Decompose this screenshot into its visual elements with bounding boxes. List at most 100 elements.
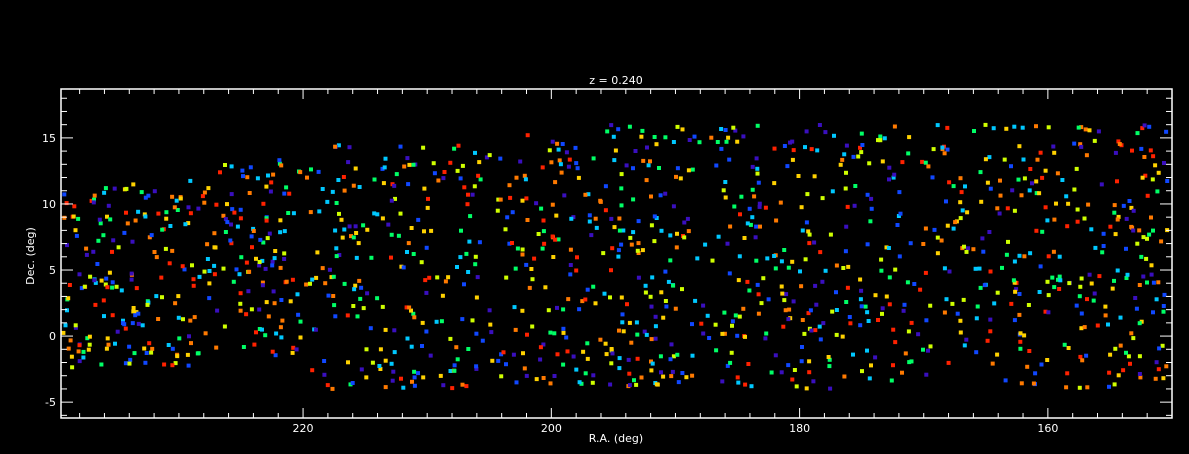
data-point <box>92 193 97 198</box>
data-point <box>336 178 341 182</box>
data-point <box>396 233 401 238</box>
data-point <box>1143 173 1148 178</box>
data-point <box>1079 311 1084 316</box>
data-point <box>627 320 632 325</box>
data-point <box>350 381 355 385</box>
data-point <box>1025 364 1030 369</box>
data-point <box>556 147 561 152</box>
data-point <box>223 163 227 167</box>
data-point <box>522 173 527 178</box>
data-point <box>270 263 275 268</box>
data-point <box>800 318 805 322</box>
data-point <box>741 306 746 311</box>
data-point <box>901 308 906 313</box>
data-point <box>721 188 726 193</box>
data-point <box>661 374 666 379</box>
data-point <box>1124 350 1128 355</box>
data-point <box>555 352 560 357</box>
data-point <box>496 197 501 202</box>
data-point <box>617 216 622 221</box>
data-point <box>443 279 448 284</box>
data-point <box>392 328 397 333</box>
y-tick-label: 0 <box>49 330 56 343</box>
data-point <box>203 331 208 336</box>
data-point <box>1093 245 1098 250</box>
data-point <box>988 317 993 322</box>
data-point <box>206 186 211 191</box>
data-point <box>728 360 733 365</box>
data-point <box>892 124 897 129</box>
data-point <box>1014 287 1019 292</box>
data-point <box>520 308 525 313</box>
data-point <box>627 383 632 388</box>
data-point <box>498 156 503 161</box>
data-point <box>668 233 673 238</box>
data-point <box>197 274 202 279</box>
data-point <box>282 251 287 256</box>
data-point <box>736 278 741 283</box>
data-point <box>709 135 714 140</box>
data-point <box>601 251 606 256</box>
data-point <box>627 371 632 376</box>
data-point <box>743 334 747 339</box>
data-point <box>368 326 373 331</box>
data-point <box>456 143 461 148</box>
data-point <box>780 291 785 296</box>
data-point <box>459 228 463 233</box>
data-point <box>1101 231 1106 236</box>
data-point <box>462 185 467 190</box>
data-point <box>191 277 196 282</box>
data-point <box>1084 353 1089 358</box>
data-point <box>1076 125 1081 130</box>
data-point <box>978 170 983 175</box>
data-point <box>905 280 910 285</box>
data-point <box>181 317 185 322</box>
data-point <box>566 164 571 169</box>
data-point <box>107 270 112 275</box>
data-point <box>814 302 819 307</box>
data-point <box>372 211 377 216</box>
data-point <box>337 253 342 257</box>
data-point <box>76 349 81 354</box>
data-point <box>782 144 787 148</box>
data-point <box>640 248 645 253</box>
data-point <box>1121 368 1126 373</box>
data-point <box>834 332 839 337</box>
data-point <box>346 360 350 365</box>
data-point <box>470 192 475 197</box>
data-point <box>609 216 614 221</box>
data-point <box>843 249 848 254</box>
data-point <box>722 331 727 336</box>
data-point <box>958 318 963 323</box>
data-point <box>466 270 471 274</box>
data-point <box>390 378 395 383</box>
data-point <box>807 370 812 375</box>
data-point <box>1055 171 1060 176</box>
data-point <box>246 289 251 294</box>
data-point <box>427 275 432 280</box>
data-point <box>1087 128 1092 133</box>
data-point <box>392 350 397 355</box>
data-point <box>891 363 895 368</box>
data-point <box>1100 250 1105 255</box>
data-point <box>796 174 801 178</box>
data-point <box>416 217 421 222</box>
data-point <box>1031 381 1036 386</box>
data-point <box>89 198 94 203</box>
data-point <box>1010 188 1015 193</box>
data-point <box>959 190 964 195</box>
data-point <box>484 155 489 160</box>
data-point <box>342 227 347 232</box>
data-point <box>722 310 727 315</box>
data-point <box>320 266 325 271</box>
data-point <box>389 198 394 203</box>
data-point <box>295 292 300 297</box>
data-point <box>170 346 175 351</box>
x-tick-label: 180 <box>789 422 810 435</box>
data-point <box>1026 303 1031 307</box>
data-point <box>763 336 768 341</box>
data-point <box>940 145 945 150</box>
data-point <box>1074 303 1079 308</box>
data-point <box>557 158 562 163</box>
data-point <box>1074 166 1079 171</box>
